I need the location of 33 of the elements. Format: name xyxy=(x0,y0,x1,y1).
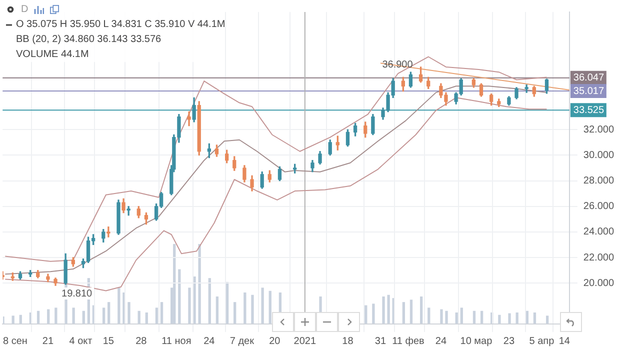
x-tick-label: 11 фев xyxy=(392,336,424,347)
x-tick-label: 8 сен xyxy=(2,336,28,347)
y-tick-label: 26.000 xyxy=(583,201,614,212)
x-tick-label: 24 xyxy=(204,336,216,347)
annotation: O 35.075 H 35.950 L 34.831 C 35.910 V 44.1M xyxy=(16,18,226,32)
x-tick-label: 2021 xyxy=(294,336,316,347)
ref-line-label: 33.525 xyxy=(573,104,604,116)
x-tick-label: 31 xyxy=(374,336,386,347)
y-tick-label: 24.000 xyxy=(583,226,614,238)
x-tick-label: 5 апр xyxy=(529,336,555,347)
x-tick-label: 4 окт xyxy=(69,336,93,347)
annotation: D xyxy=(21,3,28,17)
x-tick-label: 10 мар xyxy=(460,336,493,347)
x-tick-label: 28 xyxy=(136,336,148,347)
x-tick-label: 24 xyxy=(435,336,447,347)
y-tick-label: 28.000 xyxy=(583,176,614,187)
x-tick-label: 15 xyxy=(102,336,114,347)
ref-line-label: 35.017 xyxy=(573,86,604,97)
ref-line-label: 36.047 xyxy=(573,72,604,84)
x-tick-label: 7 дек xyxy=(230,336,255,347)
annotation: 19.810 xyxy=(62,288,93,300)
x-tick-label: 21 xyxy=(42,336,54,347)
x-tick-label: 20 xyxy=(269,336,281,347)
x-tick-label: 11 ноя xyxy=(162,336,192,347)
x-tick-label: 14 xyxy=(558,336,570,347)
y-tick-label: 30.000 xyxy=(583,150,614,161)
annotation: VOLUME 44.1M xyxy=(15,48,90,62)
x-tick-label: 23 xyxy=(503,336,515,347)
y-tick-label: 20.000 xyxy=(583,278,614,289)
annotation: BB (20, 2) 34.860 36.143 33.576 xyxy=(15,33,162,47)
x-tick-label: 18 xyxy=(342,336,354,347)
y-tick-label: 22.000 xyxy=(583,252,614,264)
y-tick-label: 32.000 xyxy=(583,124,614,136)
